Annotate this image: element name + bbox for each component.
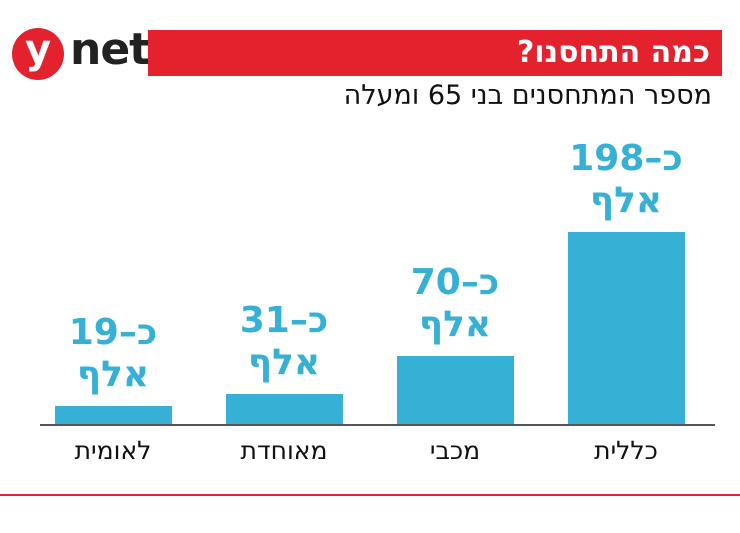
- category-label: כללית: [594, 436, 658, 465]
- title-bar: [148, 30, 722, 76]
- chart-title: כמה התחסנו?: [516, 35, 710, 70]
- value-label: כ–198 אלף: [569, 138, 683, 221]
- value-label: כ–31 אלף: [239, 299, 329, 383]
- category-label: מאוחדת: [240, 436, 328, 465]
- chart-subtitle: מספר המתחסנים בני 65 ומעלה: [343, 80, 712, 111]
- bar: [225, 393, 343, 424]
- category-label: לאומית: [74, 436, 152, 465]
- value-label: כ–70 אלף: [410, 262, 500, 346]
- logo-y: y: [12, 28, 64, 80]
- bar: [54, 405, 172, 424]
- logo-net: net: [70, 24, 150, 75]
- baseline: [40, 424, 715, 426]
- bar: [567, 232, 685, 424]
- category-label: מכבי: [429, 436, 481, 465]
- bottom-rule: [0, 494, 740, 496]
- value-label: כ–19 אלף: [68, 311, 158, 395]
- bar: [396, 356, 514, 424]
